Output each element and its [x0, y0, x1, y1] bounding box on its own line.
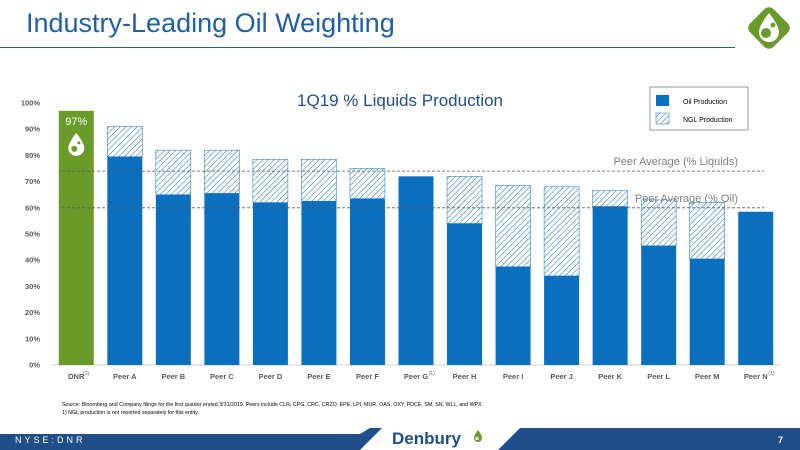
bar-oil	[398, 176, 434, 365]
page-number: 7	[778, 435, 784, 445]
y-tick-label: 0%	[29, 361, 40, 370]
y-tick-label: 90%	[25, 125, 40, 134]
bar-ngl	[349, 168, 386, 199]
y-tick-label: 30%	[25, 282, 40, 291]
title-divider	[0, 47, 735, 48]
bar-oil	[495, 266, 531, 365]
bar-oil	[592, 206, 628, 365]
y-tick-label: 50%	[25, 230, 40, 239]
source-note: Source: Bloomberg and Company filings fo…	[62, 402, 484, 408]
dnr-value-label: 97%	[65, 116, 87, 128]
x-tick-label: Peer G	[404, 372, 428, 381]
x-tick-label: Peer M	[695, 372, 720, 381]
bar-oil	[641, 245, 677, 365]
legend-label-ngl: NGL Production	[683, 117, 733, 124]
footnote-1: 1) NGL production is not reported separa…	[62, 410, 199, 416]
bar-ngl	[446, 176, 483, 224]
x-tick-label: Peer F	[356, 372, 379, 381]
source-footnotes: Source: Bloomberg and Company filings fo…	[62, 401, 483, 417]
bar-oil	[204, 193, 240, 365]
x-tick-footnote: (1)	[768, 371, 774, 377]
bar-oil	[107, 156, 143, 365]
brand-name: Denbury	[392, 429, 461, 448]
bar-oil	[301, 201, 337, 365]
x-tick-label: Peer H	[453, 372, 477, 381]
legend-swatch-oil	[656, 95, 669, 106]
bar-oil	[544, 275, 580, 365]
x-tick-label: DNR	[68, 372, 85, 381]
bar-ngl	[107, 126, 143, 157]
bar-ngl	[155, 149, 192, 195]
y-tick-label: 60%	[25, 203, 40, 212]
x-tick-label: Peer A	[113, 372, 137, 381]
x-tick-label: Peer K	[598, 372, 622, 381]
bar-ngl	[543, 186, 580, 277]
x-tick-label: Peer C	[210, 372, 234, 381]
y-tick-label: 100%	[21, 99, 41, 108]
denbury-drop-logo-icon	[748, 7, 790, 49]
bar-oil	[252, 202, 288, 365]
bar-ngl	[252, 159, 289, 203]
dnr-drop-icon	[68, 132, 85, 156]
stock-ticker: NYSE:DNR	[15, 435, 86, 445]
bar-ngl	[689, 202, 725, 260]
y-tick-label: 40%	[25, 256, 40, 265]
reference-line-label: Peer Average (% Liquids)	[613, 156, 738, 168]
legend-label-oil: Oil Production	[683, 99, 727, 106]
liquids-production-chart: 1Q19 % Liquids Production 0% 10% 20% 30% 40%…	[21, 86, 780, 381]
bar-ngl	[495, 185, 531, 267]
x-tick-label: Peer D	[259, 372, 283, 381]
y-tick-label: 70%	[25, 177, 40, 186]
reference-line-label: Peer Average (% Oil)	[635, 193, 738, 205]
x-tick-label: Peer E	[307, 372, 330, 381]
bar-ngl	[640, 199, 677, 247]
chart-title: 1Q19 % Liquids Production	[297, 91, 503, 110]
bar-ngl	[301, 159, 337, 202]
x-tick-label: Peer I	[503, 372, 523, 381]
y-tick-label: 20%	[25, 308, 40, 317]
bar-oil	[349, 198, 385, 365]
legend-swatch-ngl	[655, 112, 670, 125]
x-tick-label: Peer N	[744, 372, 768, 381]
x-tick-label: Peer L	[647, 372, 670, 381]
slide-title: Industry-Leading Oil Weighting	[26, 8, 395, 38]
x-tick-footnote: (1)	[429, 371, 435, 377]
chart-legend: Oil Production NGL Production	[649, 86, 749, 131]
bar-oil	[689, 258, 725, 365]
x-tick-label: Peer B	[161, 372, 185, 381]
x-tick-label: Peer J	[550, 372, 573, 381]
brand-drop-icon	[474, 430, 482, 442]
x-tick-footnote: (1)	[83, 371, 89, 377]
bar-ngl	[204, 149, 240, 194]
bar-oil	[155, 194, 191, 365]
bar-oil	[738, 211, 774, 365]
bar-ngl	[592, 190, 628, 207]
y-tick-label: 10%	[25, 334, 40, 343]
y-tick-label: 80%	[25, 151, 40, 160]
bar-oil	[447, 223, 483, 365]
